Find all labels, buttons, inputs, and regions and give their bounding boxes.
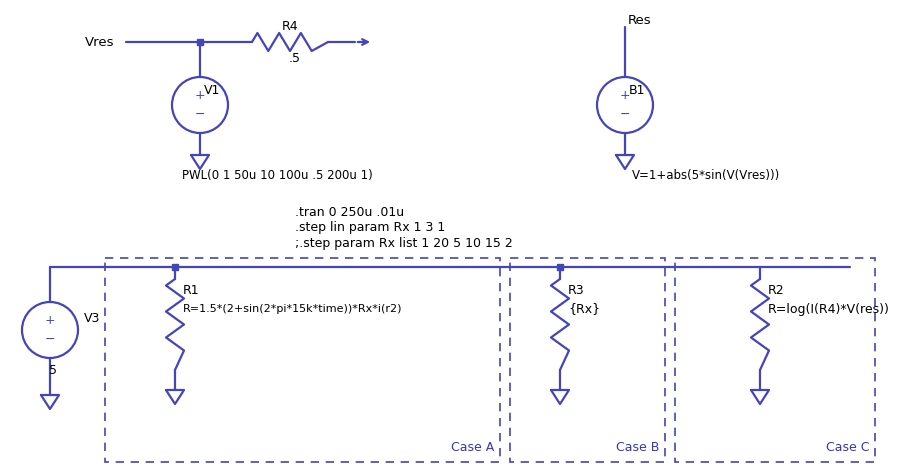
Text: Case B: Case B bbox=[615, 441, 659, 454]
Text: .5: .5 bbox=[289, 51, 301, 65]
Text: Case C: Case C bbox=[825, 441, 869, 454]
Text: Case A: Case A bbox=[451, 441, 494, 454]
Text: B1: B1 bbox=[629, 84, 645, 98]
Text: V1: V1 bbox=[204, 84, 220, 98]
Bar bbox=[105, 258, 500, 462]
Text: R1: R1 bbox=[183, 285, 199, 297]
Bar bbox=[510, 258, 665, 462]
Text: R=1.5*(2+sin(2*pi*15k*time))*Rx*i(r2): R=1.5*(2+sin(2*pi*15k*time))*Rx*i(r2) bbox=[183, 304, 402, 314]
Text: −: − bbox=[195, 108, 206, 121]
Text: 5: 5 bbox=[49, 363, 57, 377]
Text: {Rx}: {Rx} bbox=[568, 303, 600, 315]
Bar bbox=[675, 258, 875, 462]
Text: Vres: Vres bbox=[85, 35, 114, 49]
Text: +: + bbox=[195, 89, 206, 101]
Text: .tran 0 250u .01u: .tran 0 250u .01u bbox=[295, 205, 404, 219]
Text: +: + bbox=[44, 314, 55, 327]
Text: V=1+abs(5*sin(V(Vres))): V=1+abs(5*sin(V(Vres))) bbox=[632, 169, 780, 182]
Text: R2: R2 bbox=[768, 285, 785, 297]
Text: .step lin param Rx 1 3 1: .step lin param Rx 1 3 1 bbox=[295, 221, 445, 235]
Text: +: + bbox=[620, 89, 631, 101]
Text: R=log(I(R4)*V(res)): R=log(I(R4)*V(res)) bbox=[768, 303, 890, 315]
Text: V3: V3 bbox=[84, 312, 101, 325]
Text: −: − bbox=[44, 333, 55, 346]
Text: PWL(0 1 50u 10 100u .5 200u 1): PWL(0 1 50u 10 100u .5 200u 1) bbox=[182, 169, 372, 182]
Text: Res: Res bbox=[628, 15, 651, 27]
Text: ;.step param Rx list 1 20 5 10 15 2: ;.step param Rx list 1 20 5 10 15 2 bbox=[295, 237, 513, 251]
Text: R3: R3 bbox=[568, 285, 584, 297]
Text: −: − bbox=[620, 108, 631, 121]
Text: R4: R4 bbox=[282, 19, 298, 33]
